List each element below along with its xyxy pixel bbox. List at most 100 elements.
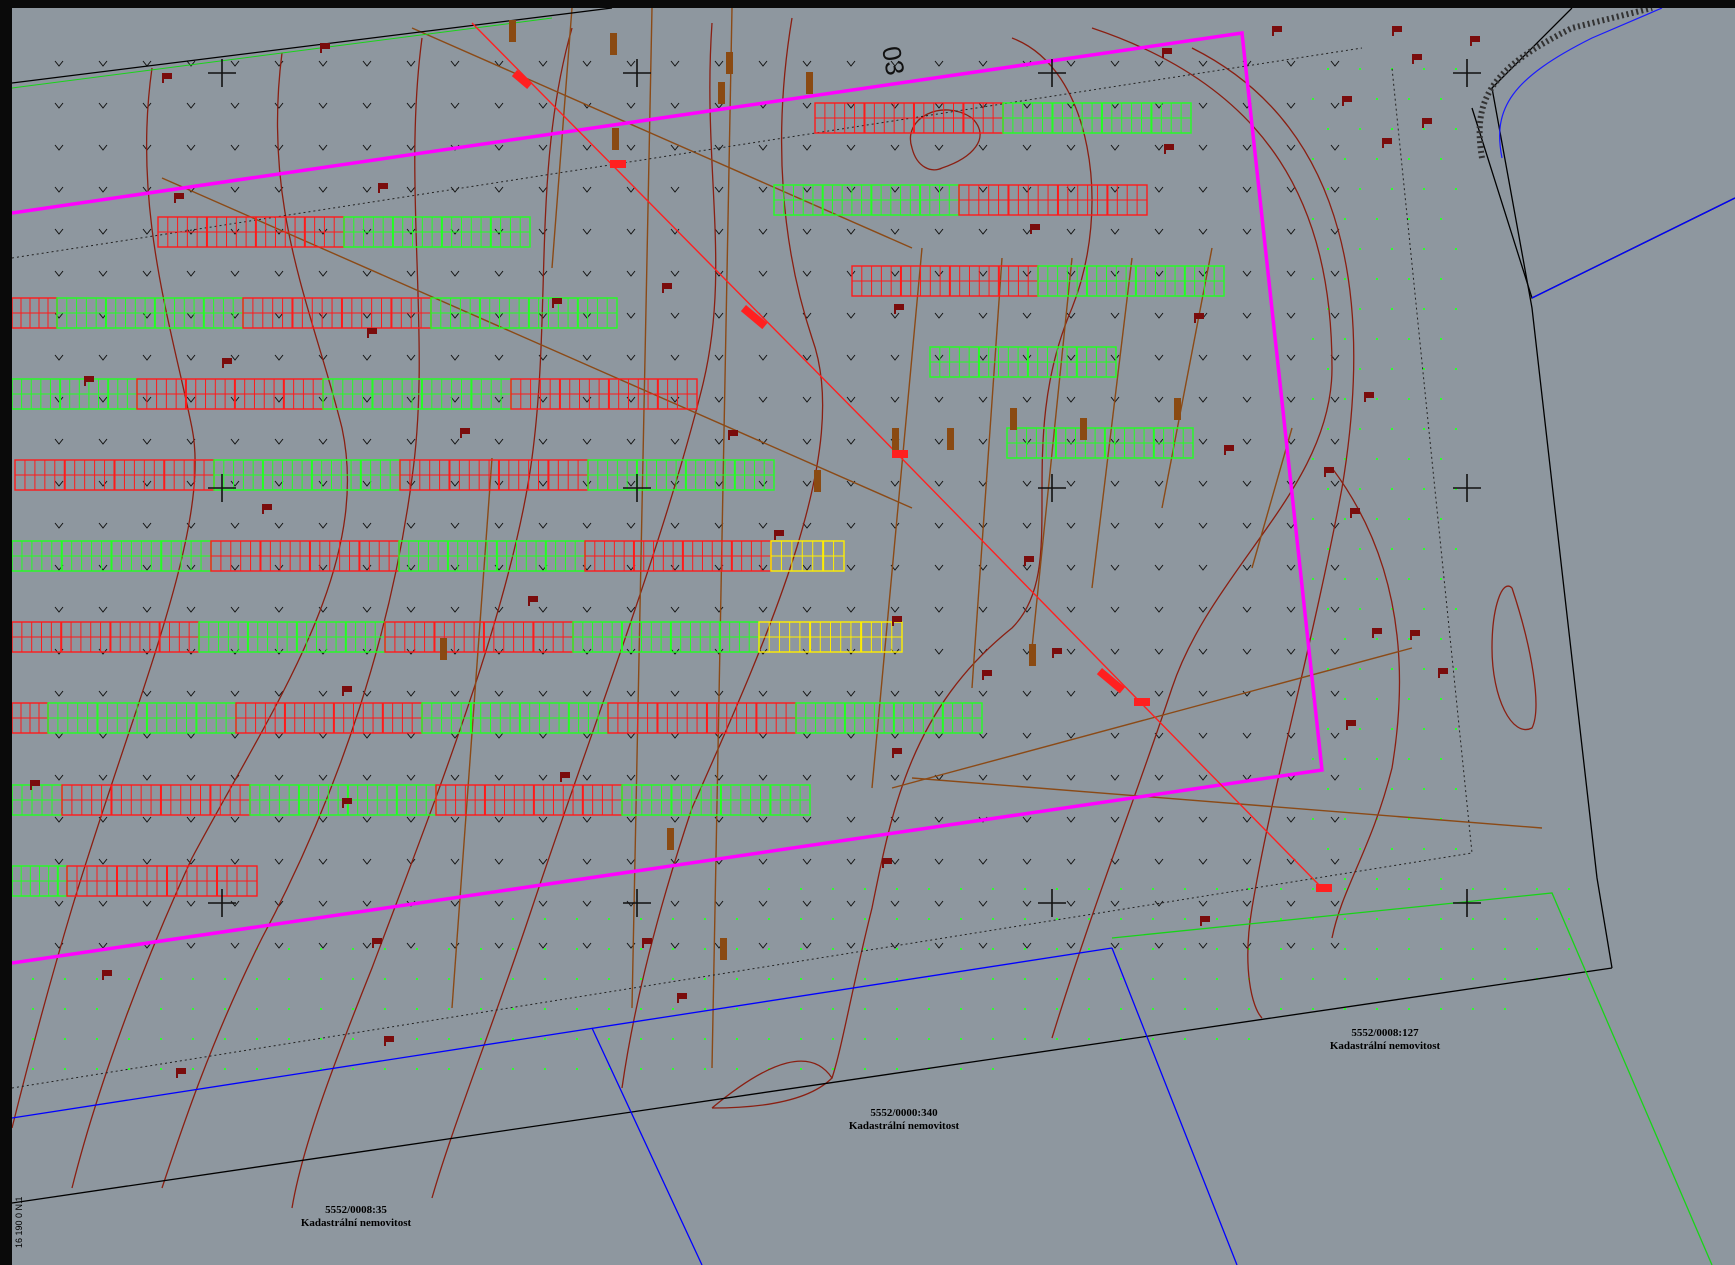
green-dot xyxy=(800,1068,802,1070)
green-dot xyxy=(832,918,834,920)
grass-icon xyxy=(758,606,768,613)
pv-module-block[interactable] xyxy=(929,346,1117,378)
grass-icon xyxy=(1330,396,1340,403)
grass-icon xyxy=(934,228,944,235)
green-dot xyxy=(736,1068,738,1070)
parcel-label-3[interactable]: 5552/0008:127 Kadastrální nemovitost xyxy=(1330,1027,1441,1052)
green-dot xyxy=(1344,338,1346,340)
grass-icon xyxy=(1242,606,1252,613)
site-boundary[interactable] xyxy=(12,31,1324,965)
grass-icon xyxy=(582,270,592,277)
grass-icon xyxy=(406,270,416,277)
pv-module-block[interactable] xyxy=(56,297,244,329)
green-dot xyxy=(1359,368,1361,370)
grass-icon xyxy=(230,144,240,151)
tree-icon xyxy=(1382,138,1392,144)
pv-module-block[interactable] xyxy=(157,216,345,248)
green-dot xyxy=(1056,918,1058,920)
grass-icon xyxy=(582,60,592,67)
green-dot xyxy=(1216,1038,1218,1040)
grass-icon xyxy=(1022,228,1032,235)
pv-module-block[interactable] xyxy=(249,784,437,816)
green-dot xyxy=(1088,948,1090,950)
pv-module-block[interactable] xyxy=(510,378,698,410)
pv-module-block[interactable] xyxy=(621,784,811,816)
grass-icon xyxy=(98,228,108,235)
pv-module-block[interactable] xyxy=(770,540,845,572)
pv-module-block[interactable] xyxy=(435,784,623,816)
green-dot xyxy=(256,1038,258,1040)
green-dot xyxy=(1408,638,1410,640)
pv-module-rows[interactable] xyxy=(12,102,1225,897)
grass-icon xyxy=(802,102,812,109)
grass-icon xyxy=(98,522,108,529)
grass-icon xyxy=(1242,144,1252,151)
grass-icon xyxy=(54,606,64,613)
grass-icon xyxy=(494,858,504,865)
pv-module-block[interactable] xyxy=(430,297,618,329)
green-dot xyxy=(768,888,770,890)
pv-module-block[interactable] xyxy=(814,102,1004,134)
green-dot xyxy=(672,978,674,980)
grass-icon xyxy=(714,606,724,613)
parcel-label-2[interactable]: 5552/0000:340 Kadastrální nemovitost xyxy=(849,1107,960,1132)
pv-module-block[interactable] xyxy=(14,459,215,491)
green-dot xyxy=(256,1008,258,1010)
grass-icon xyxy=(274,774,284,781)
green-dot xyxy=(320,948,322,950)
index-contour-line xyxy=(711,8,733,1069)
tree-icon-stem xyxy=(367,334,369,338)
green-dot xyxy=(736,918,738,920)
pv-module-block[interactable] xyxy=(584,540,772,572)
site-plan-drawing[interactable]: 03 16 190 0 N.1 5552/0008:35 Kadastrální… xyxy=(12,8,1735,1265)
green-dot xyxy=(640,948,642,950)
green-dot xyxy=(480,1068,482,1070)
green-dot xyxy=(384,1008,386,1010)
green-dot xyxy=(1327,368,1329,370)
pv-module-block[interactable] xyxy=(322,378,512,410)
pv-module-block[interactable] xyxy=(12,540,212,572)
grass-icon xyxy=(934,900,944,907)
grass-icon xyxy=(274,480,284,487)
grass-icon xyxy=(1198,396,1208,403)
grass-icon xyxy=(1022,396,1032,403)
pv-module-block[interactable] xyxy=(958,184,1148,216)
grass-icon xyxy=(626,438,636,445)
green-dot xyxy=(1440,398,1442,400)
pv-module-block[interactable] xyxy=(343,216,531,248)
grass-icon xyxy=(406,144,416,151)
grass-icon xyxy=(802,564,812,571)
grass-icon xyxy=(494,900,504,907)
green-dot xyxy=(224,978,226,980)
road-edge xyxy=(1476,8,1653,159)
green-dot xyxy=(928,1038,930,1040)
pv-module-block[interactable] xyxy=(66,865,258,897)
tree-icon xyxy=(1372,628,1382,634)
grass-icon xyxy=(54,228,64,235)
grass-icon xyxy=(230,690,240,697)
pv-module-block[interactable] xyxy=(61,784,251,816)
green-dot xyxy=(736,948,738,950)
tree-icon xyxy=(320,43,330,49)
green-dot xyxy=(512,978,514,980)
green-dot xyxy=(1440,818,1442,820)
tree-icon-stem xyxy=(1030,230,1032,234)
grass-icon xyxy=(54,396,64,403)
green-dot xyxy=(1120,888,1122,890)
grass-icon xyxy=(714,270,724,277)
pv-module-block[interactable] xyxy=(213,459,401,491)
pv-module-block[interactable] xyxy=(587,459,775,491)
green-dot xyxy=(928,888,930,890)
cable-route[interactable] xyxy=(471,22,1332,892)
pv-module-block[interactable] xyxy=(758,621,903,653)
grass-icon xyxy=(142,438,152,445)
pv-module-block[interactable] xyxy=(1002,102,1192,134)
parcel-label-1[interactable]: 5552/0008:35 Kadastrální nemovitost xyxy=(301,1204,412,1229)
green-dot xyxy=(1248,1008,1250,1010)
grass-icon xyxy=(1154,228,1164,235)
pv-module-block[interactable] xyxy=(795,702,983,734)
green-dot xyxy=(1391,848,1393,850)
pv-module-block[interactable] xyxy=(1037,265,1225,297)
grass-icon xyxy=(274,438,284,445)
